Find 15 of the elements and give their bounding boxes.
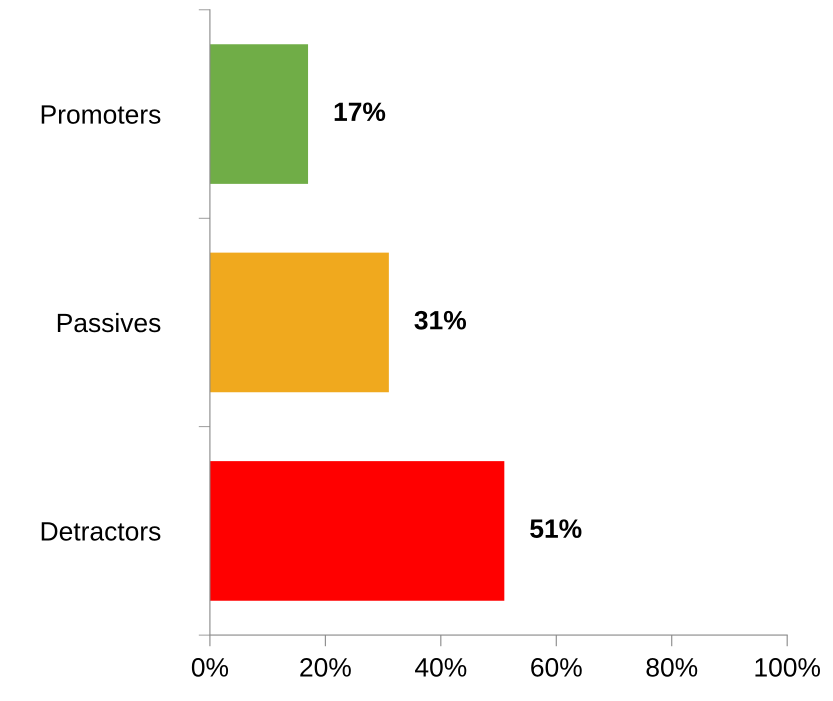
data-label: 31% bbox=[414, 310, 466, 330]
x-tick-label: 40% bbox=[415, 658, 466, 677]
bar bbox=[210, 461, 504, 601]
bar bbox=[210, 252, 389, 392]
y-tick-label: Detractors bbox=[42, 522, 160, 541]
bar bbox=[210, 44, 308, 184]
x-tick-label: 80% bbox=[646, 658, 698, 677]
data-label: 17% bbox=[334, 102, 386, 122]
y-tick-label: Promoters bbox=[42, 105, 160, 124]
x-tick-label: 20% bbox=[300, 658, 351, 677]
y-tick-label: Passives bbox=[58, 312, 160, 332]
data-label: 51% bbox=[530, 519, 582, 538]
x-tick-label: 100% bbox=[755, 658, 820, 677]
x-tick-label: 0% bbox=[192, 658, 228, 677]
x-tick-label: 60% bbox=[531, 658, 582, 677]
